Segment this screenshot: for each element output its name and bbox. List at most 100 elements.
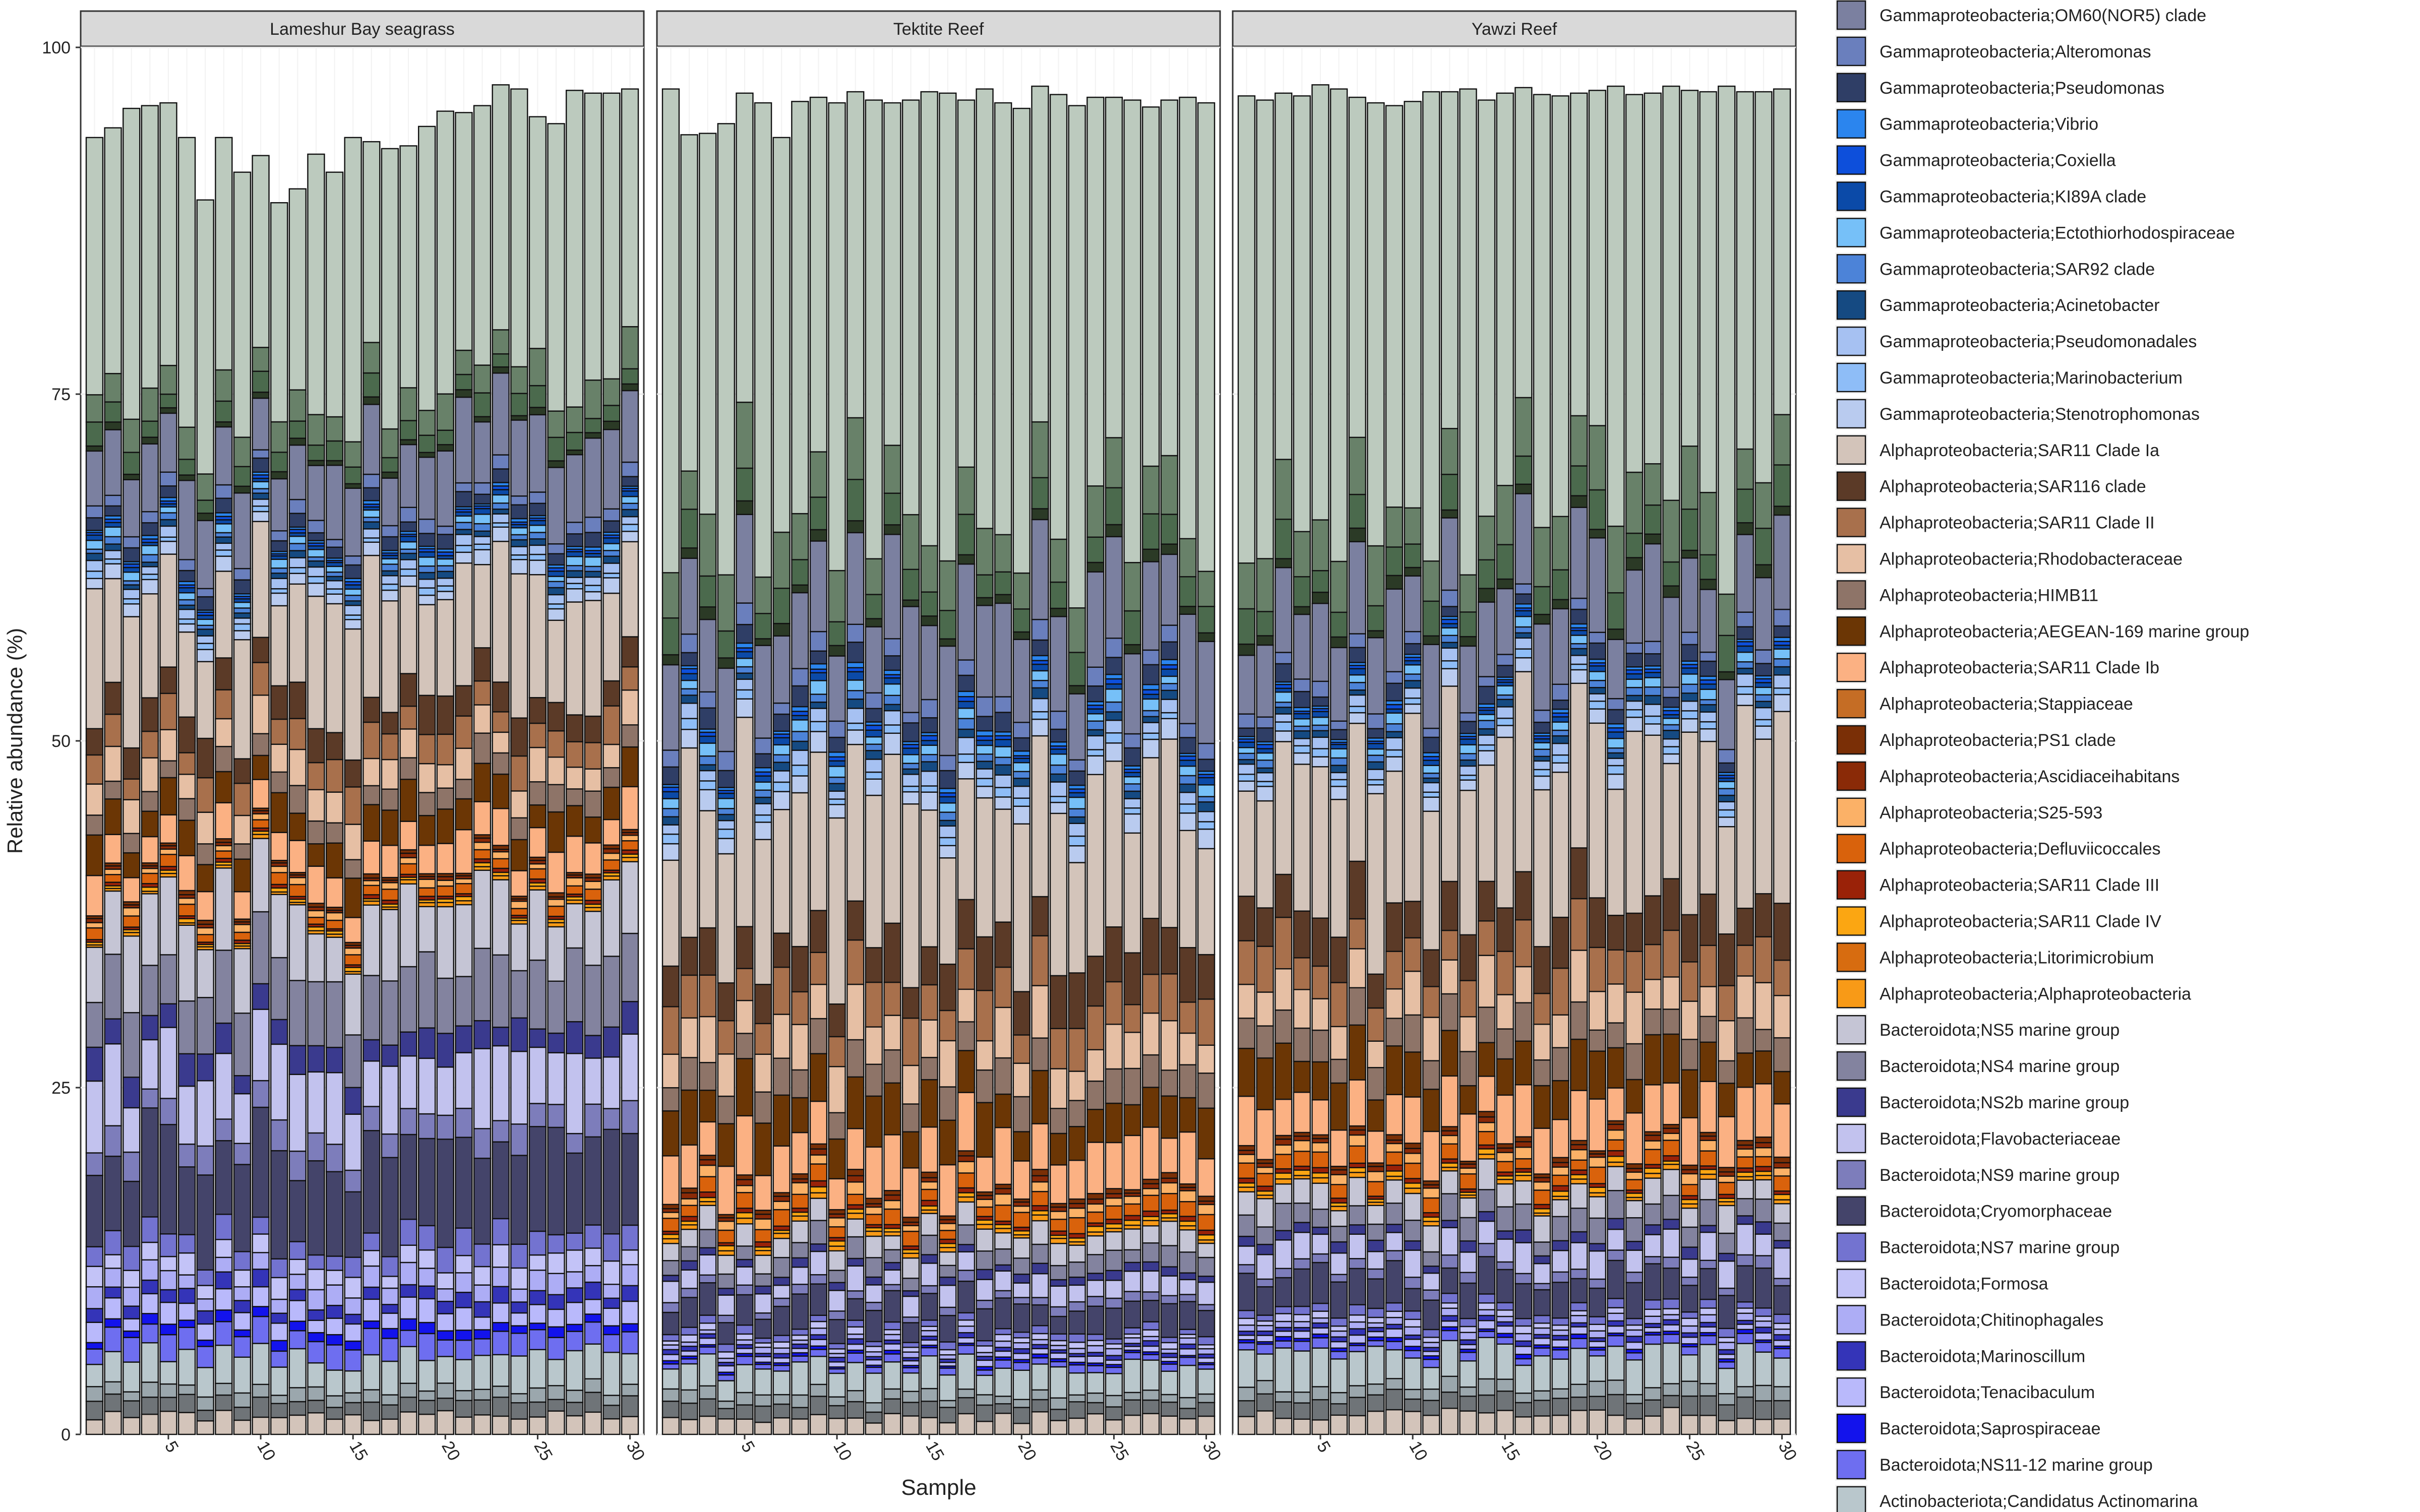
bar-segment [920,740,938,746]
bar-segment [1237,1416,1256,1435]
bar-segment [1275,1154,1293,1170]
bar-segment [1068,1364,1086,1374]
bar-segment [1385,575,1404,590]
bar-segment [994,921,1012,968]
bar-segment [1031,985,1049,1039]
bar-segment [791,1329,809,1336]
bar-segment [1348,1351,1366,1387]
bar-segment [602,1307,621,1327]
bar-segment [1275,721,1293,732]
bar-segment [809,1163,828,1182]
bar-segment [602,555,621,564]
bar-segment [362,537,381,543]
bar-segment [1237,1400,1256,1417]
bar-segment [828,1318,846,1345]
bar-segment [957,778,976,901]
bar-segment [1644,1140,1662,1150]
bar-segment [1068,759,1086,772]
bar-segment [344,877,362,918]
bar-segment [1588,722,1606,899]
bar-segment [1588,1349,1606,1357]
legend-item: Alphaproteobacteria;AEGEAN-169 marine gr… [1835,615,2249,648]
bar-segment [196,1145,214,1176]
bar-segment [754,767,772,773]
bar-segment [1105,1280,1123,1299]
bar-segment [1068,1284,1086,1303]
bar-segment [528,1322,547,1331]
bar-segment [288,812,307,841]
bar-segment [436,1246,454,1274]
bar-segment [1049,1028,1068,1069]
bar-segment [584,571,602,578]
bar-segment [1256,1314,1274,1322]
legend-swatch [1836,1232,1866,1262]
bar-segment [381,909,399,982]
bar-segment [547,619,565,704]
bar-segment [883,1049,901,1084]
legend-item: Alphaproteobacteria;PS1 clade [1835,724,2116,756]
bar-segment [1385,1045,1404,1095]
bar-segment [1179,765,1197,777]
bar-segment [920,1200,938,1207]
bar-segment [1477,728,1496,736]
bar-segment [994,1359,1012,1369]
bar-segment [1311,1327,1329,1335]
bar-segment [196,199,214,475]
bar-segment [994,102,1012,536]
legend-label: Gammaproteobacteria;Ectothiorhodospirace… [1880,223,2235,242]
bar-segment [565,1331,584,1352]
bar-segment [920,91,938,547]
bar-segment [661,1110,680,1157]
legend-swatch [1836,1087,1866,1117]
bar-segment [736,689,754,700]
bar-segment [325,1284,344,1306]
bar-segment [1680,1346,1699,1356]
bar-segment [1275,1417,1293,1435]
bar-segment [1049,1206,1068,1212]
legend-item: Actinobacteriota;Candidatus Actinomarina [1835,1484,2198,1512]
bar-segment [455,1137,473,1229]
bar-segment [399,879,417,885]
bar-segment [492,1045,510,1121]
bar-stack [399,145,417,1435]
bar-segment [809,1250,828,1276]
bar-segment [828,760,846,767]
bar-segment [1179,1343,1197,1350]
bar-segment [920,1388,938,1402]
bar-stack [828,102,846,1435]
bar-segment [1496,1147,1514,1153]
bar-segment [344,441,362,468]
bar-segment [307,576,325,584]
bar-segment [1068,1244,1086,1263]
bar-segment [85,922,104,929]
bar-segment [939,1314,957,1343]
bar-segment [288,1274,307,1290]
legend-label: Gammaproteobacteria;Marinobacterium [1880,368,2183,388]
bar-segment [717,1351,736,1359]
bar-segment [584,1224,602,1249]
bar-segment [1123,1249,1141,1264]
bar-segment [1717,826,1736,935]
bar-segment [1329,1198,1348,1204]
bar-segment [1105,96,1123,438]
bar-segment [809,1154,828,1165]
bar-segment [104,1155,122,1231]
bar-segment [1773,1156,1791,1164]
bar-segment [1773,694,1791,712]
bar-segment [846,729,865,745]
legend-item: Gammaproteobacteria;Stenotrophomonas [1835,397,2200,430]
bar-segment [492,1354,510,1387]
bar-segment [1533,1204,1551,1210]
legend-swatch [1836,725,1866,755]
bar-segment [1515,1002,1533,1042]
bar-segment [1477,764,1496,882]
bar-segment [1237,1349,1256,1388]
bar-segment [418,906,436,953]
bar-segment [883,1413,901,1435]
bar-segment [1496,1178,1514,1185]
bar-segment [270,832,288,861]
bar-segment [1385,749,1404,758]
bar-segment [1179,1216,1197,1222]
bar-segment [865,1301,883,1311]
bar-segment [791,1355,809,1363]
